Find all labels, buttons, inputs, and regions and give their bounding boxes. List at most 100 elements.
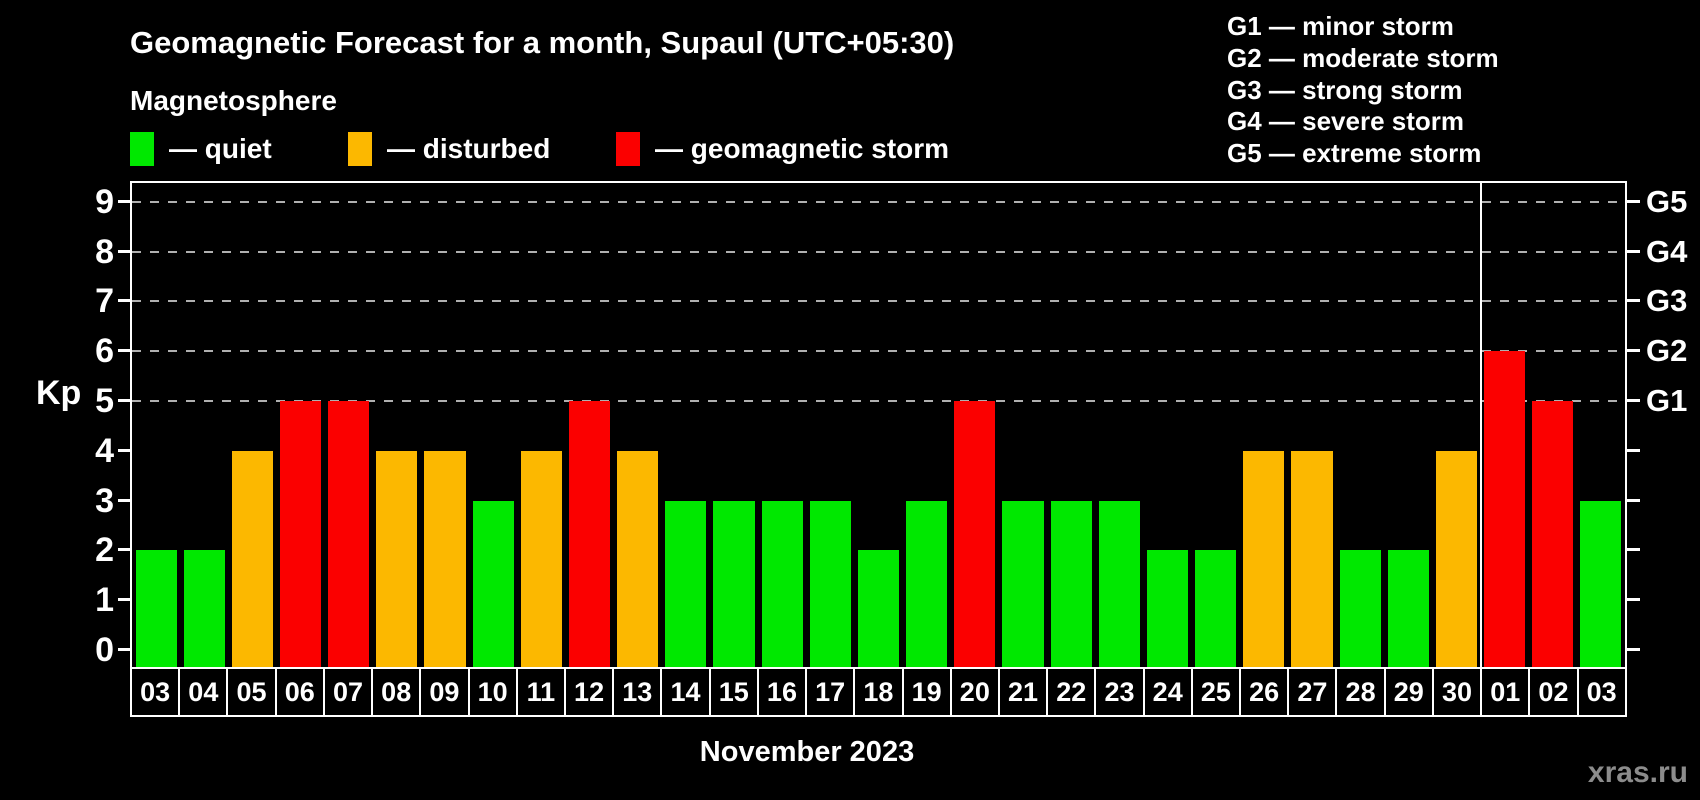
kp-tick-label-7: 7 (95, 282, 114, 321)
quiet-swatch-icon (130, 132, 154, 166)
day-cell-nov-24: 24 (1142, 667, 1193, 717)
page-title: Geomagnetic Forecast for a month, Supaul… (130, 25, 955, 60)
kp-bar-day-21 (1002, 500, 1044, 667)
right-tick-kp-7 (1626, 299, 1640, 303)
left-tick-kp-4 (118, 448, 132, 452)
day-cell-dec-01: 01 (1480, 667, 1531, 717)
kp-bar-day-09 (424, 450, 466, 667)
legend-label-quiet: — quiet (169, 133, 272, 164)
kp-bar-day-30 (1435, 450, 1477, 667)
kp-bar-day-07 (328, 401, 370, 667)
kp-tick-label-1: 1 (95, 581, 114, 620)
right-tick-kp-6 (1626, 349, 1640, 353)
kp-bar-day-22 (1050, 500, 1092, 667)
y-axis-title: Kp (36, 374, 82, 412)
day-cell-nov-19: 19 (901, 667, 952, 717)
month-boundary-line (1479, 183, 1482, 667)
kp-bar-day-08 (376, 450, 418, 667)
kp-tick-label-3: 3 (95, 481, 114, 520)
g-scale-legend-line-3: G3 — strong storm (1227, 74, 1463, 105)
left-tick-kp-1 (118, 598, 132, 602)
g-scale-legend-line-5: G5 — extreme storm (1227, 138, 1482, 169)
gridline-kp-7 (132, 300, 1625, 303)
legend-item-storm: — geomagnetic storm (616, 132, 949, 166)
day-cell-nov-10: 10 (467, 667, 518, 717)
left-tick-kp-0 (118, 648, 132, 651)
kp-bar-day-20 (954, 401, 996, 667)
day-cell-nov-18: 18 (853, 667, 904, 717)
kp-bar-day-12 (568, 401, 611, 667)
legend-label-disturbed: — disturbed (387, 133, 551, 164)
g-axis-label-g3: G3 (1646, 283, 1688, 319)
day-cell-nov-29: 29 (1383, 667, 1434, 717)
kp-bar-day-29 (1387, 550, 1429, 667)
right-tick-kp-3 (1626, 498, 1640, 502)
right-tick-kp-8 (1626, 249, 1640, 253)
left-tick-kp-2 (118, 548, 132, 552)
kp-bar-day-15 (713, 500, 755, 667)
kp-bar-day-27 (1291, 450, 1333, 667)
day-cell-nov-17: 17 (805, 667, 856, 717)
gridline-kp-8 (132, 250, 1625, 253)
right-tick-kp-9 (1626, 199, 1640, 203)
day-cell-nov-03: 03 (130, 667, 181, 717)
kp-bar-day-19 (906, 500, 948, 667)
kp-bar-day-17 (809, 500, 851, 667)
kp-bar-day-04 (183, 550, 225, 667)
day-cell-nov-14: 14 (660, 667, 711, 717)
kp-bar-day-26 (1243, 450, 1285, 667)
kp-tick-label-2: 2 (95, 531, 114, 570)
g-axis-label-g4: G4 (1646, 233, 1688, 269)
kp-bar-day-28 (1339, 550, 1381, 667)
day-cell-nov-15: 15 (708, 667, 759, 717)
day-cell-nov-20: 20 (949, 667, 1000, 717)
kp-bar-day-06 (279, 401, 322, 667)
watermark: xras.ru (1587, 756, 1688, 789)
kp-tick-label-6: 6 (95, 332, 114, 371)
gridline-kp-5 (132, 400, 1625, 402)
day-cell-nov-27: 27 (1287, 667, 1338, 717)
day-cell-nov-07: 07 (322, 667, 374, 717)
left-tick-kp-5 (118, 399, 132, 402)
day-cell-nov-25: 25 (1190, 667, 1242, 717)
g-axis-label-g1: G1 (1646, 383, 1688, 418)
kp-bar-day-16 (761, 500, 803, 667)
right-tick-kp-1 (1626, 598, 1640, 602)
right-tick-kp-4 (1626, 448, 1640, 452)
kp-bar-day-11 (520, 450, 562, 667)
storm-swatch-icon (616, 132, 640, 166)
day-cell-nov-22: 22 (1046, 667, 1097, 717)
g-axis-label-g2: G2 (1646, 333, 1688, 369)
right-tick-kp-5 (1626, 399, 1640, 402)
kp-tick-label-5: 5 (95, 382, 114, 420)
kp-tick-label-8: 8 (95, 232, 114, 271)
kp-bar-day-02 (1532, 401, 1574, 667)
kp-bar-day-25 (1195, 550, 1237, 667)
g-scale-legend-line-4: G4 — severe storm (1227, 106, 1465, 137)
left-tick-kp-7 (118, 299, 132, 303)
day-cell-nov-05: 05 (226, 667, 277, 717)
left-tick-kp-8 (118, 249, 132, 253)
g-scale-legend-line-2: G2 — moderate storm (1227, 42, 1499, 73)
kp-bar-day-18 (857, 550, 900, 667)
left-tick-kp-9 (118, 199, 132, 203)
kp-bar-day-14 (665, 500, 707, 667)
day-label-row: 03 04 05 06 07 08 09 10 11 12 13 14 15 16 17 18 19 20 21 22… (130, 667, 1627, 717)
left-tick-kp-3 (118, 498, 132, 502)
legend-label-storm: — geomagnetic storm (655, 133, 950, 164)
kp-tick-label-4: 4 (95, 431, 114, 470)
day-cell-dec-02: 02 (1528, 667, 1579, 717)
kp-bar-day-03 (1580, 500, 1622, 667)
legend-item-disturbed: — disturbed (348, 132, 550, 166)
day-cell-nov-12: 12 (563, 667, 615, 717)
day-cell-nov-28: 28 (1335, 667, 1386, 717)
day-cell-nov-08: 08 (371, 667, 422, 717)
g-axis-label-g5: G5 (1646, 183, 1688, 219)
left-tick-kp-6 (118, 349, 132, 353)
right-tick-kp-2 (1626, 548, 1640, 552)
day-cell-nov-16: 16 (756, 667, 808, 717)
gridline-kp-6 (132, 350, 1625, 353)
kp-tick-label-0: 0 (95, 631, 114, 669)
kp-bar-day-23 (1098, 500, 1140, 667)
